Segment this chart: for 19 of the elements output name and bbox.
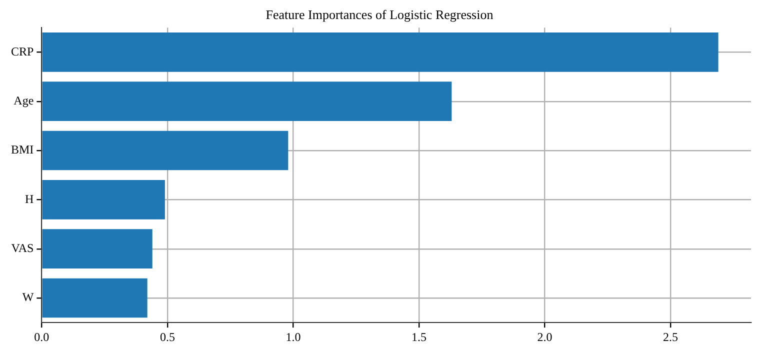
x-tick-label: 0.5: [160, 330, 175, 344]
bar: [42, 82, 452, 122]
x-tick-label: 2.5: [663, 330, 678, 344]
y-tick-label: H: [25, 192, 34, 206]
bar: [42, 130, 288, 170]
bar: [42, 278, 148, 318]
bar: [42, 32, 718, 72]
x-tick-label: 2.0: [537, 330, 552, 344]
x-tick-label: 0.0: [34, 330, 50, 344]
y-tick-label: W: [22, 290, 34, 304]
bar: [42, 180, 165, 220]
x-tick-label: 1.5: [411, 330, 426, 344]
y-tick-label: Age: [14, 94, 34, 108]
y-tick-label: VAS: [11, 241, 34, 256]
y-tick-label: BMI: [11, 142, 34, 157]
chart-title: Feature Importances of Logistic Regression: [266, 7, 494, 22]
x-tick-label: 1.0: [286, 330, 301, 344]
bar: [42, 229, 152, 269]
y-tick-label: CRP: [10, 44, 34, 58]
